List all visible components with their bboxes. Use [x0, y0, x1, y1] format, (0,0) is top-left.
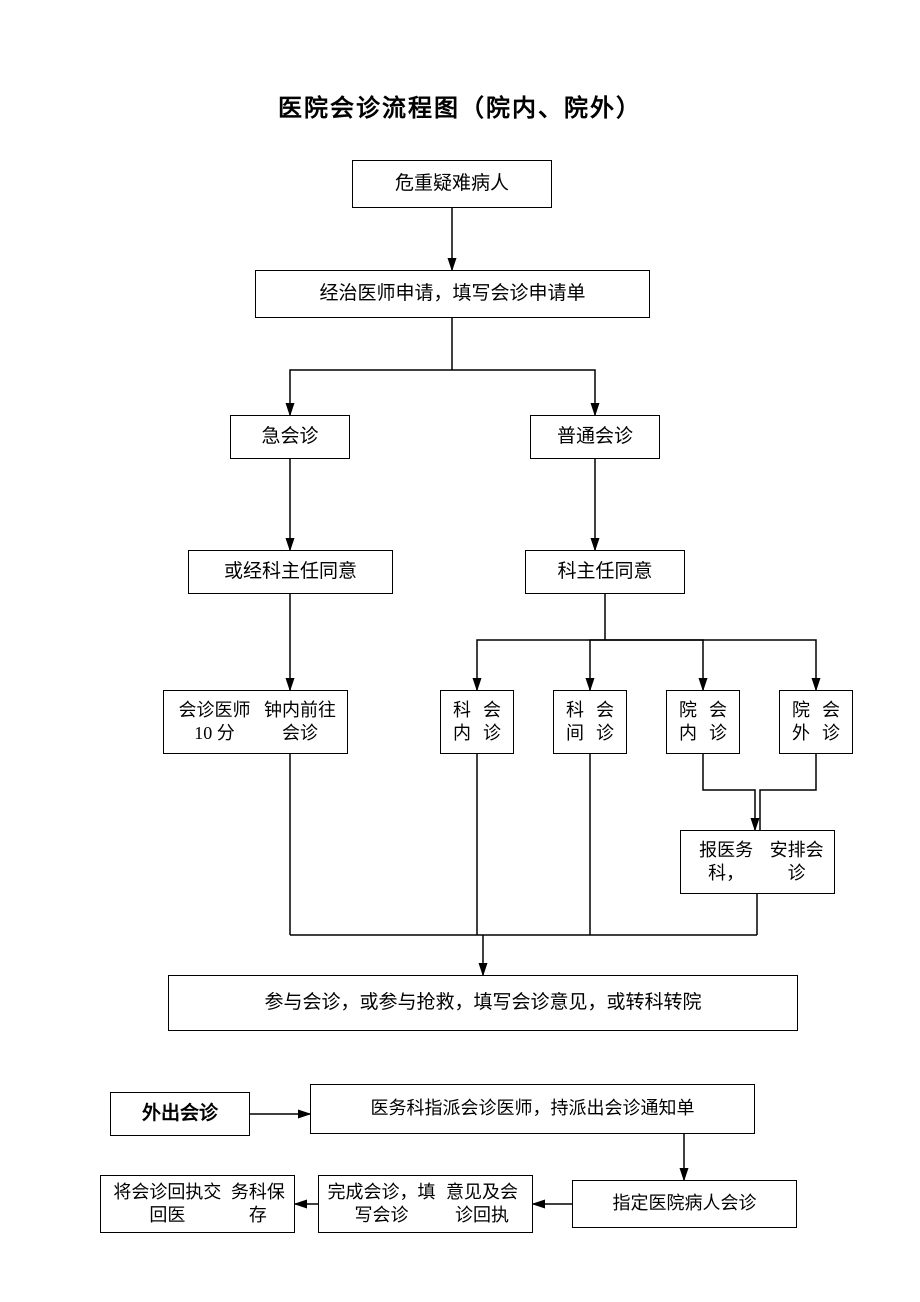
node-text: 将会诊回执交回医 — [107, 1181, 228, 1228]
edge-split2-n9 — [590, 640, 605, 690]
node-text: 经治医师申请，填写会诊申请单 — [319, 282, 585, 307]
node-n3: 急会诊 — [230, 415, 350, 459]
node-text: 危重疑难病人 — [395, 172, 509, 197]
node-n14: 外出会诊 — [110, 1092, 250, 1136]
chart-title: 医院会诊流程图（院内、院外） — [0, 88, 920, 123]
node-text: 普通会诊 — [557, 425, 633, 450]
node-text: 医务科指派会诊医师，持派出会诊通知单 — [371, 1097, 695, 1120]
node-text: 会诊医师 10 分 — [170, 699, 259, 746]
node-text: 科内 — [447, 699, 477, 746]
node-text: 会诊 — [590, 699, 620, 746]
node-n10: 院内会诊 — [666, 690, 740, 754]
node-n18: 将会诊回执交回医务科保存 — [100, 1175, 295, 1233]
node-n8: 科内会诊 — [440, 690, 514, 754]
node-text: 科主任同意 — [557, 560, 652, 585]
node-text: 或经科主任同意 — [224, 560, 357, 585]
edge-split2-n8 — [477, 640, 605, 690]
edge-n11-n12 — [760, 754, 816, 830]
node-text: 安排会诊 — [765, 839, 828, 886]
node-n11: 院外会诊 — [779, 690, 853, 754]
node-text: 完成会诊，填写会诊 — [325, 1181, 438, 1228]
edge-split2-n11 — [605, 640, 816, 690]
node-text: 科间 — [560, 699, 590, 746]
node-text: 急会诊 — [261, 425, 318, 450]
edge-split1-n3 — [290, 370, 452, 415]
node-n13: 参与会诊，或参与抢救，填写会诊意见，或转科转院 — [168, 975, 798, 1031]
edge-split2-n10 — [605, 640, 703, 690]
node-n5: 或经科主任同意 — [188, 550, 393, 594]
node-n16: 指定医院病人会诊 — [572, 1180, 797, 1228]
edge-n10-n12 — [703, 754, 755, 830]
node-text: 报医务科， — [687, 839, 765, 886]
node-text: 会诊 — [703, 699, 733, 746]
node-text: 院内 — [673, 699, 703, 746]
node-text: 会诊 — [477, 699, 507, 746]
node-n17: 完成会诊，填写会诊意见及会诊回执 — [318, 1175, 533, 1233]
node-n9: 科间会诊 — [553, 690, 627, 754]
node-text: 务科保存 — [228, 1181, 288, 1228]
node-text: 钟内前往会诊 — [259, 699, 341, 746]
node-n12: 报医务科，安排会诊 — [680, 830, 835, 894]
node-n6: 科主任同意 — [525, 550, 685, 594]
node-n1: 危重疑难病人 — [352, 160, 552, 208]
node-n7: 会诊医师 10 分钟内前往会诊 — [163, 690, 348, 754]
node-text: 参与会诊，或参与抢救，填写会诊意见，或转科转院 — [264, 991, 701, 1016]
node-text: 外出会诊 — [142, 1102, 218, 1127]
node-n2: 经治医师申请，填写会诊申请单 — [255, 270, 650, 318]
node-n15: 医务科指派会诊医师，持派出会诊通知单 — [310, 1084, 755, 1134]
node-text: 指定医院病人会诊 — [613, 1192, 757, 1215]
node-n4: 普通会诊 — [530, 415, 660, 459]
node-text: 院外 — [786, 699, 816, 746]
flowchart-canvas: 医院会诊流程图（院内、院外） 危重疑难病人经治医师申请，填写会诊申请单急会诊 普通… — [0, 0, 920, 1302]
node-text: 意见及会诊回执 — [438, 1181, 526, 1228]
node-text: 会诊 — [816, 699, 846, 746]
edge-split1-n4 — [452, 370, 595, 415]
